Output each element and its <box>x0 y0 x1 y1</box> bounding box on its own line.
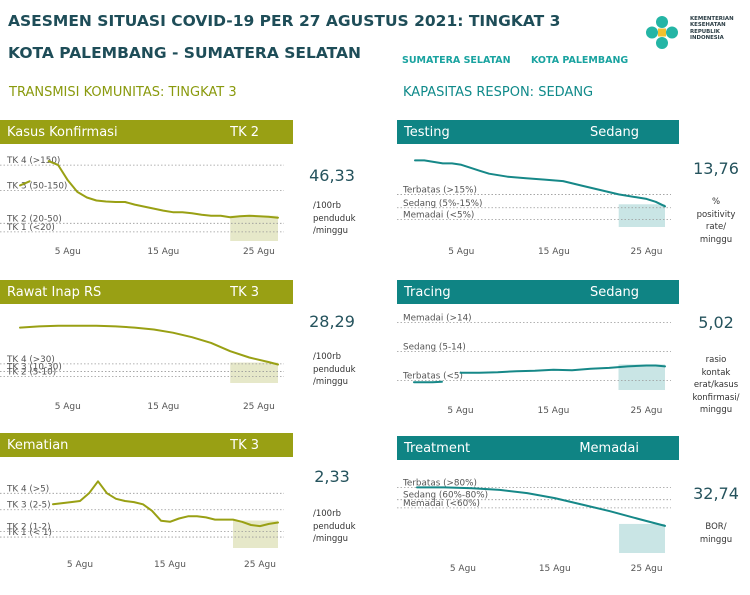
x-tick-label: 25 Agu <box>243 247 275 257</box>
x-tick-label: 5 Agu <box>55 402 81 412</box>
threshold-label: Terbatas (>80%) <box>402 478 477 488</box>
recent-week-shade <box>618 204 665 227</box>
threshold-label: TK 2 (20-50) <box>6 214 62 224</box>
panel-title: Rawat Inap RS <box>7 284 102 300</box>
x-tick-label: 15 Agu <box>539 564 571 574</box>
x-tick-label: 25 Agu <box>244 560 276 570</box>
threshold-label: Memadai (<5%) <box>403 211 474 221</box>
chart-rawat-inap: TK 4 (>30)TK 3 (10-30)TK 2 (5-10) 5 Agu 15… <box>0 324 284 412</box>
unit-kasus: /100rb penduduk/minggu <box>313 201 356 236</box>
panel-title: Kasus Konfirmasi <box>7 124 118 140</box>
page-title: ASESMEN SITUASI COVID-19 PER 27 AGUSTUS … <box>8 12 561 30</box>
panel-level: Memadai <box>579 440 639 456</box>
value-treatment: 32,74 <box>693 484 739 503</box>
recent-week-shade <box>618 364 665 390</box>
tab-kota-palembang[interactable]: KOTA PALEMBANG <box>531 55 629 66</box>
x-tick-label: 5 Agu <box>67 560 93 570</box>
panel-level: Sedang <box>590 284 639 300</box>
panel-title: Kematian <box>7 437 69 453</box>
panel-header-treatment: Treatment Memadai <box>397 436 679 460</box>
series-line <box>52 480 279 528</box>
threshold-label: TK 3 (2-5) <box>6 501 51 511</box>
threshold-label: TK 1 (<20) <box>6 223 55 233</box>
series-line <box>47 160 279 219</box>
threshold-label: TK 3 (10-30) <box>6 363 62 373</box>
threshold-label: Memadai (>14) <box>403 314 472 324</box>
panel-level: TK 2 <box>230 124 259 140</box>
unit-kematian: /100rb penduduk/minggu <box>313 509 356 544</box>
x-tick-label: 15 Agu <box>538 247 570 257</box>
chart-kasus-konfirmasi: TK 4 (>150) TK 3 (50-150) TK 2 (20-50)TK 1… <box>0 156 284 257</box>
x-tick-label: 15 Agu <box>147 402 179 412</box>
threshold-label: Terbatas (<5) <box>402 371 463 381</box>
x-tick-label: 5 Agu <box>448 247 474 257</box>
panel-header-tracing: Tracing Sedang <box>397 280 679 304</box>
x-tick-label: 5 Agu <box>55 247 81 257</box>
value-tracing: 5,02 <box>698 313 734 332</box>
x-tick-label: 15 Agu <box>537 406 569 416</box>
chart-treatment: Terbatas (>80%) Sedang (60%-80%)Memadai (… <box>397 478 671 574</box>
panel-header-testing: Testing Sedang <box>397 120 679 144</box>
threshold-label: Memadai (<60%) <box>403 499 480 509</box>
panel-title: Treatment <box>404 440 471 456</box>
threshold-label: TK 1 (< 1) <box>6 528 52 538</box>
unit-treatment: BOR/minggu <box>699 522 733 545</box>
logo-text: KEMENTERIAN KESEHATAN REPUBLIK INDONESIA <box>690 16 734 42</box>
threshold-label: TK 2 (5-10) <box>6 368 56 378</box>
panel-level: TK 3 <box>230 284 259 300</box>
x-tick-label: 25 Agu <box>631 247 663 257</box>
x-tick-label: 25 Agu <box>631 564 663 574</box>
series-line <box>19 324 279 366</box>
section-title-kapasitas: KAPASITAS RESPON: SEDANG <box>403 85 594 100</box>
section-title-transmisi: TRANSMISI KOMUNITAS: TINGKAT 3 <box>9 85 237 100</box>
threshold-label: TK 3 (50-150) <box>6 181 67 191</box>
panel-header-kematian: Kematian TK 3 <box>0 433 293 457</box>
page-subtitle: KOTA PALEMBANG - SUMATERA SELATAN <box>8 44 362 62</box>
value-kematian: 2,33 <box>314 467 350 486</box>
threshold-label: TK 2 (1-2) <box>6 523 51 533</box>
threshold-label: TK 4 (>5) <box>6 484 49 494</box>
series-line <box>413 380 443 384</box>
series-line <box>416 486 666 527</box>
kemenkes-logo-icon <box>646 16 678 49</box>
recent-week-shade <box>619 523 665 553</box>
panel-title: Tracing <box>404 284 451 300</box>
threshold-label: Terbatas (>15%) <box>402 185 477 195</box>
x-tick-label: 15 Agu <box>147 247 179 257</box>
series-line <box>19 180 31 187</box>
chart-testing: Terbatas (>15%) Sedang (5%-15%) Memadai (<… <box>397 159 671 257</box>
value-kasus: 46,33 <box>309 166 355 185</box>
threshold-label: TK 4 (>30) <box>6 355 55 365</box>
panel-header-kasus: Kasus Konfirmasi TK 2 <box>0 120 293 144</box>
chart-kematian: TK 4 (>5) TK 3 (2-5) TK 2 (1-2)TK 1 (< 1) 5… <box>0 480 284 570</box>
panel-level: TK 3 <box>230 437 259 453</box>
value-rawat: 28,29 <box>309 312 355 331</box>
x-tick-label: 25 Agu <box>243 402 275 412</box>
series-line <box>414 159 666 208</box>
panel-title: Testing <box>404 124 450 140</box>
threshold-label: Sedang (5-14) <box>403 343 466 353</box>
unit-rawat: /100rb penduduk/minggu <box>313 352 356 387</box>
chart-tracing: Memadai (>14) Sedang (5-14) Terbatas (<5) 5… <box>397 314 671 416</box>
x-tick-label: 5 Agu <box>450 564 476 574</box>
tab-sumatera-selatan[interactable]: SUMATERA SELATAN <box>402 55 511 66</box>
panel-header-rawat: Rawat Inap RS TK 3 <box>0 280 293 304</box>
threshold-label: TK 4 (>150) <box>6 156 60 166</box>
panel-level: Sedang <box>590 124 639 140</box>
x-tick-label: 25 Agu <box>630 406 662 416</box>
x-tick-label: 15 Agu <box>154 560 186 570</box>
unit-tracing: rasio kontak erat/kasus konfirmasi/minggu <box>692 355 740 415</box>
series-line <box>459 364 666 374</box>
x-tick-label: 5 Agu <box>447 406 473 416</box>
threshold-label: Sedang (5%-15%) <box>403 199 482 209</box>
value-testing: 13,76 <box>693 159 739 178</box>
threshold-label: Sedang (60%-80%) <box>403 491 488 501</box>
recent-week-shade <box>230 362 278 383</box>
recent-week-shade <box>230 215 278 241</box>
unit-testing: % positivity rate/minggu <box>696 197 736 245</box>
